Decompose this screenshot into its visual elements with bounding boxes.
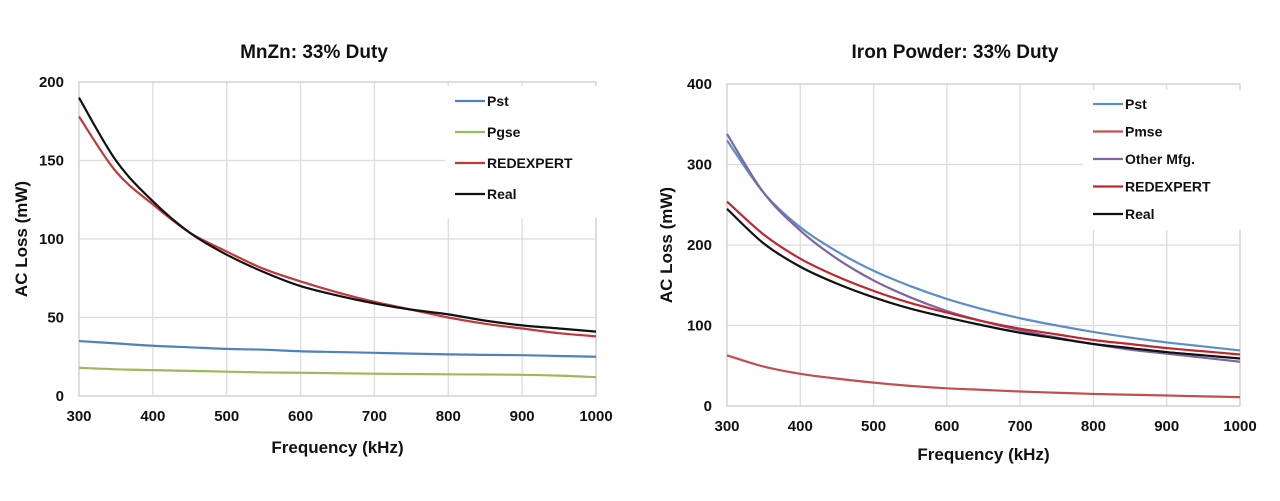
y-tick-label: 0	[56, 388, 64, 405]
chart-1: 300 400 500 600 700 800 900 1000 0 50 100 150 200 MnZ…	[12, 42, 613, 457]
series-line-pst	[78, 339, 597, 358]
legend: Pst Pgse REDEXPERT Real	[445, 86, 605, 218]
x-tick-label: 900	[510, 408, 535, 425]
legend: Pst Pmse Other Mfg. REDEXPERT Real	[1083, 90, 1243, 230]
legend-label: Real	[487, 186, 517, 202]
legend-label: Pgse	[487, 124, 521, 140]
chart-title: MnZn: 33% Duty	[240, 42, 388, 63]
series-line-pst	[726, 139, 1241, 352]
legend-label: REDEXPERT	[487, 155, 573, 171]
x-tick-label: 700	[1008, 418, 1033, 435]
chart-2: 300 400 500 600 700 800 900 1000 0 100 200 300 400 Ir…	[657, 42, 1257, 464]
x-tick-label: 300	[714, 418, 739, 435]
y-tick-label: 100	[39, 231, 64, 248]
legend-label: Pmse	[1125, 124, 1163, 140]
legend-label: Pst	[1125, 96, 1147, 112]
x-tick-label: 1000	[1223, 418, 1256, 435]
x-axis-label: Frequency (kHz)	[271, 438, 403, 457]
series-line-redexpert	[726, 200, 1241, 356]
y-tick-label: 200	[39, 74, 64, 91]
x-tick-label: 600	[934, 418, 959, 435]
series-line-redexpert	[78, 115, 597, 338]
series-line-pgse	[78, 366, 597, 379]
x-axis-label: Frequency (kHz)	[917, 445, 1049, 464]
legend-label: Real	[1125, 206, 1155, 222]
legend-label: Pst	[487, 93, 509, 109]
x-tick-label: 500	[861, 418, 886, 435]
y-tick-label: 200	[687, 237, 712, 254]
x-tick-label: 400	[140, 408, 165, 425]
x-tick-label: 800	[436, 408, 461, 425]
series-line-pmse	[726, 354, 1241, 399]
y-tick-label: 100	[687, 318, 712, 335]
x-tick-label: 600	[288, 408, 313, 425]
y-tick-label: 300	[687, 157, 712, 174]
legend-label: REDEXPERT	[1125, 179, 1211, 195]
y-axis-label: AC Loss (mW)	[657, 187, 676, 303]
x-tick-label: 800	[1081, 418, 1106, 435]
x-tick-label: 900	[1154, 418, 1179, 435]
x-tick-label: 700	[362, 408, 387, 425]
plot-area	[726, 83, 1241, 407]
y-axis-label: AC Loss (mW)	[12, 181, 31, 297]
y-tick-label: 0	[704, 398, 712, 415]
x-tick-label: 1000	[579, 408, 612, 425]
chart-title: Iron Powder: 33% Duty	[852, 42, 1059, 63]
legend-background	[445, 86, 605, 218]
legend-label: Other Mfg.	[1125, 151, 1195, 167]
series-line-real	[78, 97, 597, 333]
series-line-real	[726, 207, 1241, 360]
x-tick-label: 300	[66, 408, 91, 425]
plot-area	[78, 81, 597, 397]
y-tick-label: 400	[687, 76, 712, 93]
x-tick-label: 500	[214, 408, 239, 425]
y-tick-label: 150	[39, 153, 64, 170]
x-tick-label: 400	[788, 418, 813, 435]
y-tick-label: 50	[47, 310, 64, 327]
